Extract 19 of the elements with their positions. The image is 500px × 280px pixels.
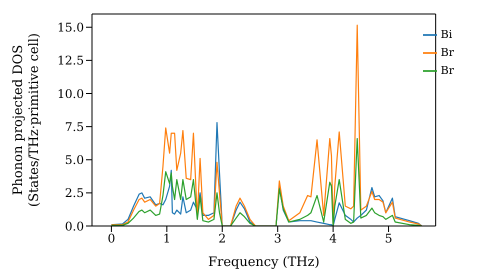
x-tick-label: 2	[218, 232, 226, 246]
y-tick-label: 10.0	[57, 86, 84, 101]
legend-label: Bi	[440, 28, 452, 41]
y-tick-label: 12.5	[57, 54, 84, 68]
line-series	[110, 24, 422, 226]
x-tick-label: 1	[163, 232, 171, 246]
x-axis-title: Frequency (THz)	[208, 255, 320, 270]
y-tick-label: 5.0	[64, 153, 84, 168]
legend-label: Br	[440, 46, 454, 59]
x-tick-label: 4	[329, 232, 338, 246]
y-axis-title: Phonon projected DOS (States/THz·primitive cell)	[11, 32, 42, 208]
x-tick-label: 0	[108, 232, 116, 246]
y-tick-label: 15.0	[57, 20, 84, 35]
y-tick-label: 2.5	[64, 186, 84, 200]
x-tick-label: 5	[384, 232, 392, 246]
x-tick-label: 3	[274, 232, 282, 246]
y-tick-label: 0.0	[64, 219, 84, 234]
legend-label: Br	[440, 64, 454, 77]
y-tick-label: 7.5	[64, 120, 84, 134]
